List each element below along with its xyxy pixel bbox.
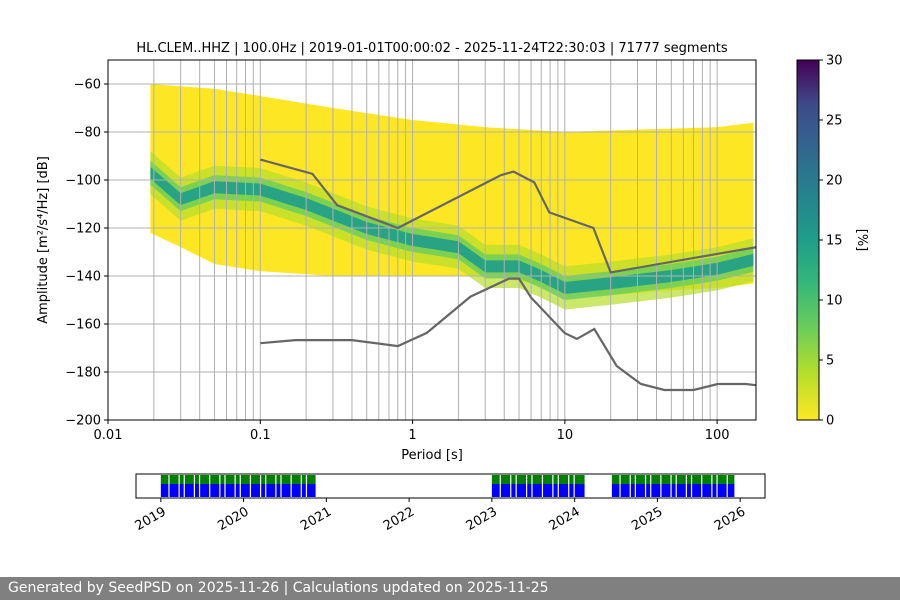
plot-frame — [107, 59, 757, 421]
timeline-frame — [135, 473, 766, 499]
x-tick-label: 1 — [408, 428, 416, 443]
available-segment — [491, 484, 585, 497]
grid-lines — [108, 60, 756, 420]
y-tick-label: −100 — [65, 174, 101, 189]
colorbar — [796, 59, 820, 421]
y-tick-label: −60 — [74, 78, 101, 93]
density-envelope — [150, 84, 754, 296]
noise-models — [260, 158, 756, 392]
x-axis-label: Period [s] — [401, 448, 463, 463]
colorbar-tick-label: 5 — [826, 354, 834, 369]
y-tick-label: −160 — [65, 318, 101, 333]
timeline-tick-label: 2023 — [464, 504, 500, 534]
x-tick-label: 0.1 — [250, 428, 271, 443]
colorbar-ticks: 0 5 10 15 20 25 30 — [819, 54, 843, 429]
density-mode-core — [150, 166, 754, 294]
processed-segment — [611, 475, 735, 484]
colorbar-tick-label: 0 — [826, 414, 834, 429]
high-noise-model-line — [260, 158, 756, 274]
timeline-tick-label: 2020 — [215, 504, 251, 534]
timeline-tick-label: 2026 — [712, 504, 748, 534]
density-mode-band — [150, 160, 754, 300]
x-tick-label: 0.01 — [94, 428, 123, 443]
x-tick-label: 100 — [705, 428, 730, 443]
y-tick-label: −140 — [65, 270, 101, 285]
y-tick-label: −180 — [65, 366, 101, 381]
psd-plot-area — [108, 60, 756, 420]
x-axis: 0.01 0.1 1 10 100 — [94, 420, 730, 443]
y-axis-label: Amplitude [m²/s⁴/Hz] [dB] — [36, 156, 51, 324]
processed-segment — [160, 475, 316, 484]
colorbar-tick-label: 30 — [826, 54, 843, 69]
timeline-tick-label: 2022 — [381, 504, 417, 534]
timeline-tick-label: 2025 — [629, 504, 665, 534]
colorbar-label: [%] — [854, 229, 869, 252]
colorbar-tick-label: 25 — [826, 114, 843, 129]
colorbar-tick-label: 10 — [826, 294, 843, 309]
y-tick-label: −120 — [65, 222, 101, 237]
available-segment — [611, 484, 735, 497]
timeline-tick-label: 2024 — [546, 504, 582, 534]
density-band — [150, 84, 754, 310]
chart-title: HL.CLEM..HHZ | 100.0Hz | 2019-01-01T00:0… — [136, 41, 728, 56]
timeline-tick-label: 2019 — [133, 504, 169, 534]
footer: Generated by SeedPSD on 2025-11-26 | Cal… — [0, 577, 900, 600]
y-tick-label: −80 — [74, 126, 101, 141]
colorbar-tick-label: 15 — [826, 234, 843, 249]
data-availability-timeline — [160, 475, 735, 497]
y-axis: −200 −180 −160 −140 −120 −100 −80 −60 — [65, 78, 108, 429]
timeline-tick-label: 2021 — [298, 504, 334, 534]
x-tick-label: 10 — [557, 428, 574, 443]
timeline-x-axis: 2019 2020 2021 2022 2023 2024 2025 2026 — [133, 498, 748, 534]
processed-segment — [491, 475, 585, 484]
y-tick-label: −200 — [65, 414, 101, 429]
low-noise-model-line — [260, 277, 756, 392]
colorbar-tick-label: 20 — [826, 174, 843, 189]
